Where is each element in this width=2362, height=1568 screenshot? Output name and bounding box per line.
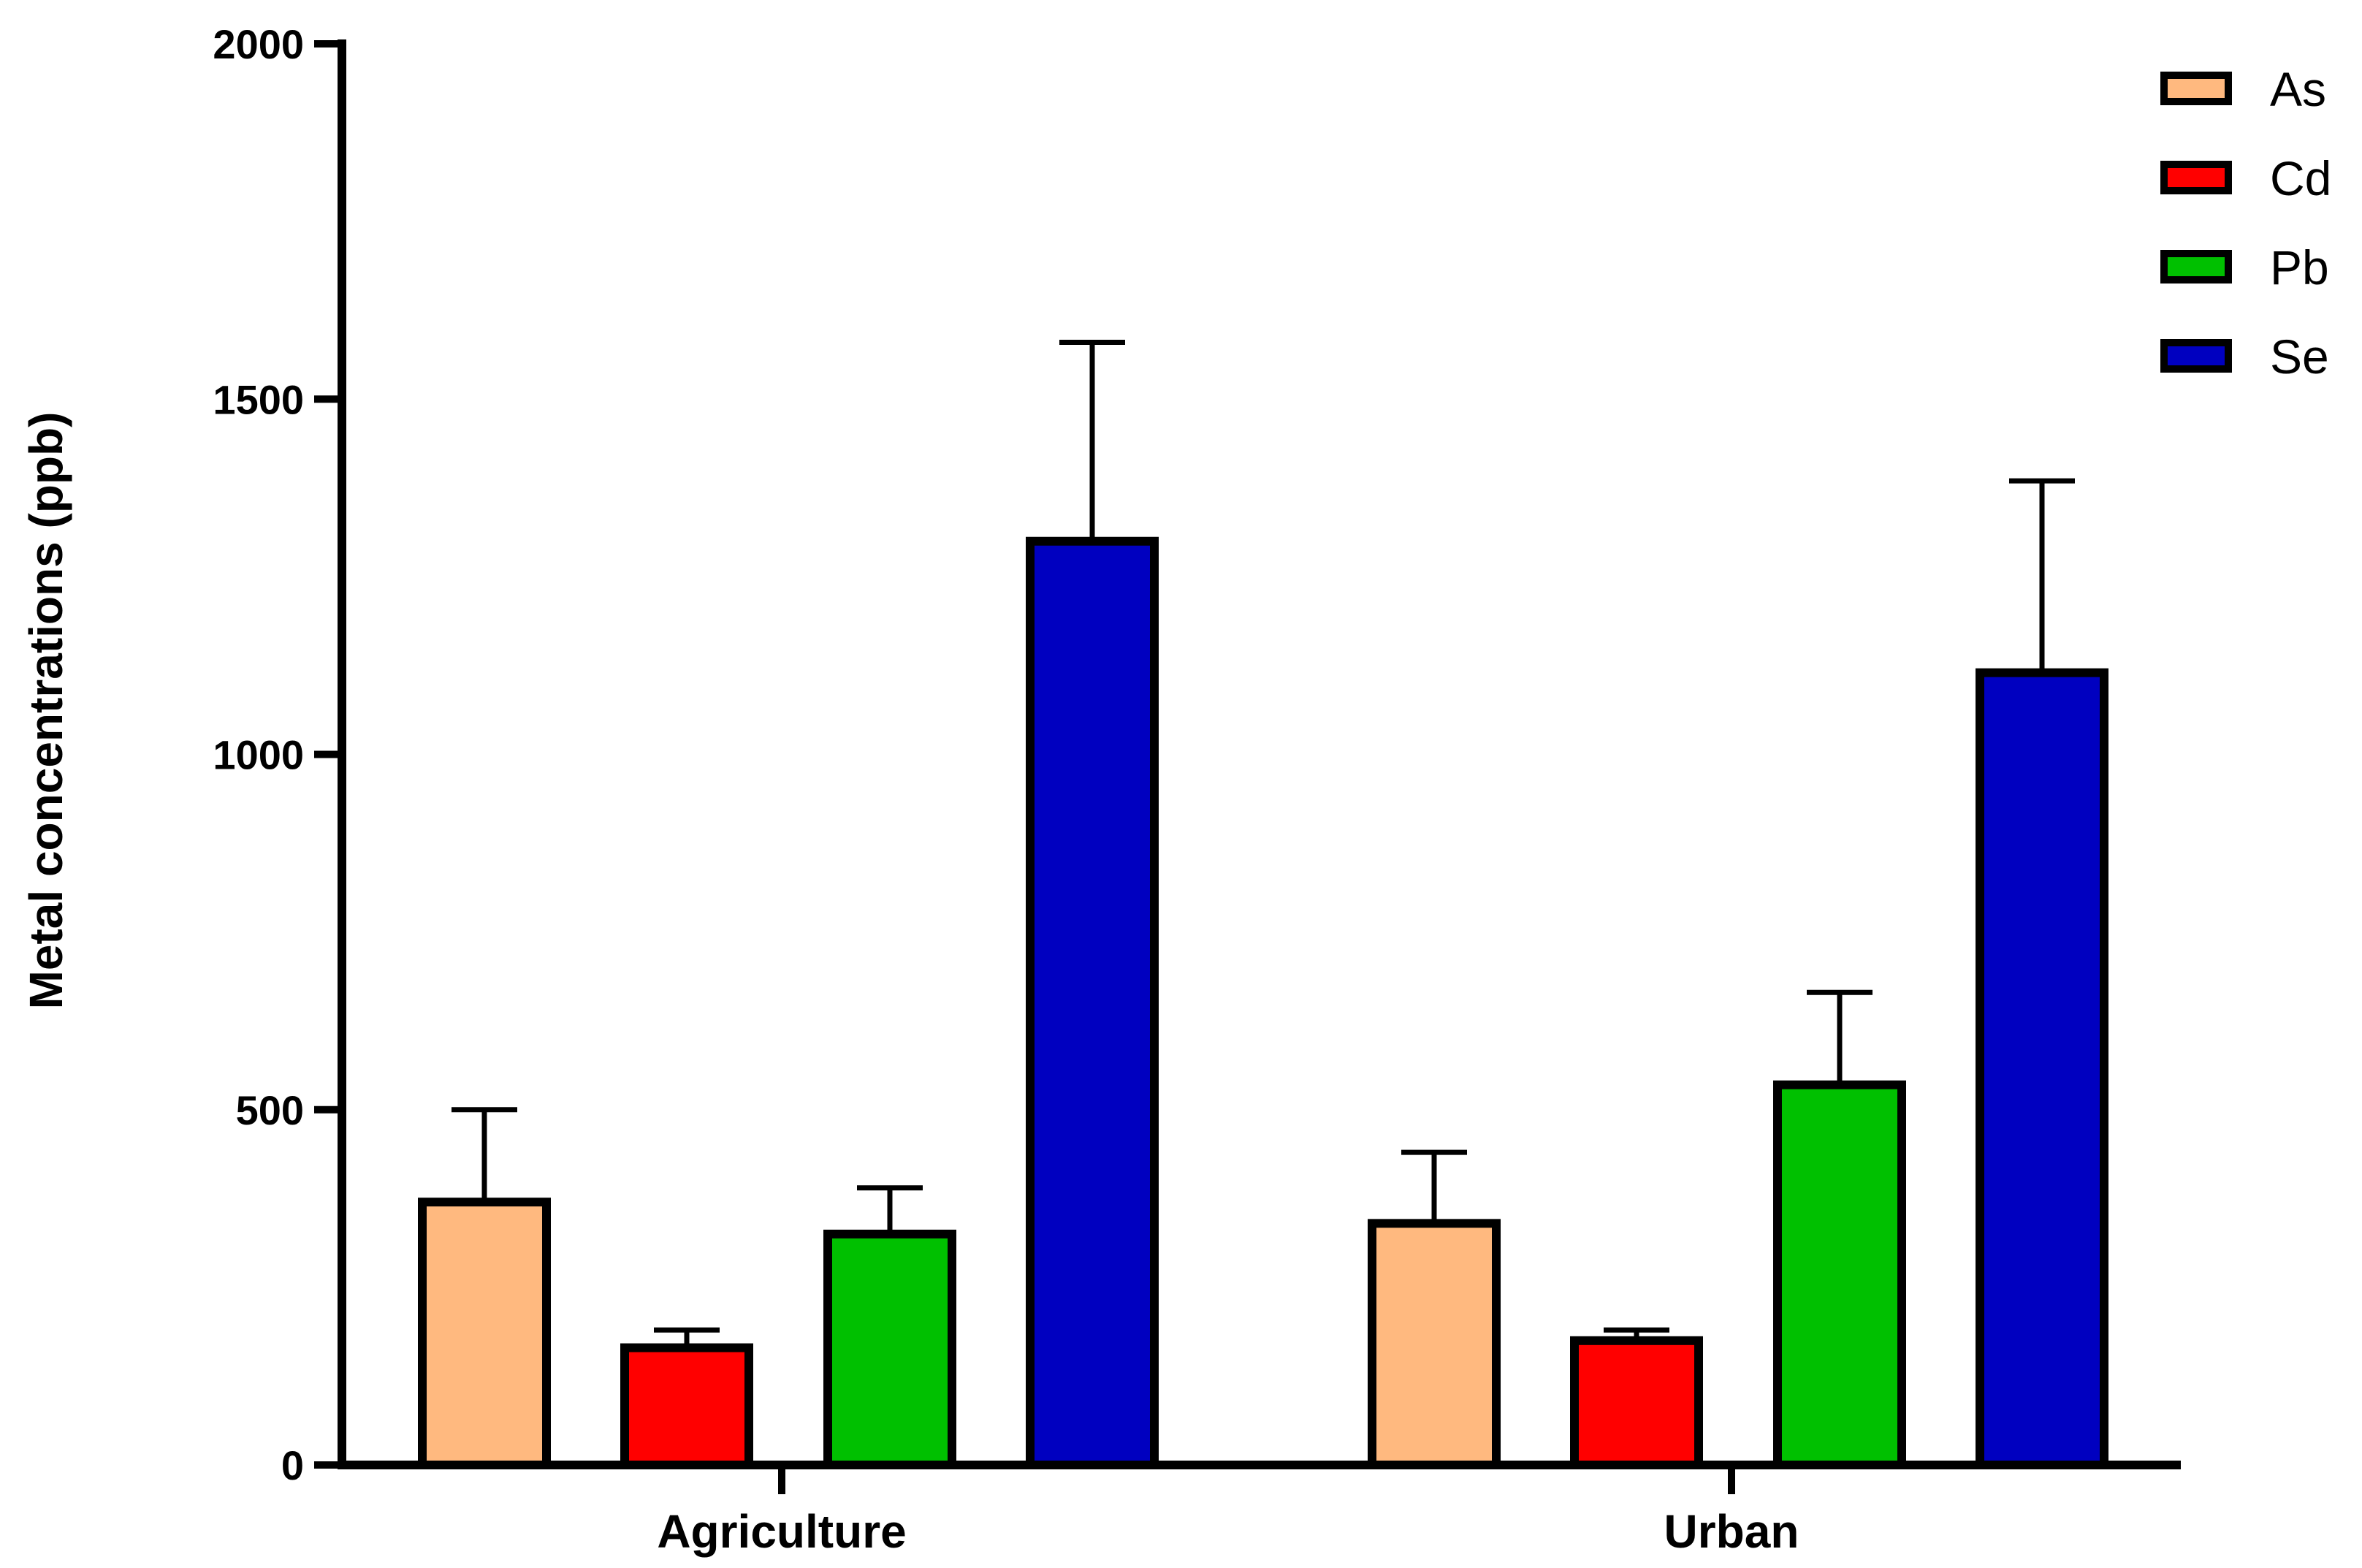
legend-label-as: As <box>2270 62 2326 116</box>
bar-cd-agriculture <box>620 1343 753 1469</box>
y-tick-label: 500 <box>236 1087 304 1133</box>
y-tick-label: 1000 <box>213 732 304 778</box>
bar-as-urban <box>1368 1219 1501 1469</box>
bar-se-agriculture <box>1026 536 1159 1469</box>
bar-as-agriculture <box>418 1198 551 1470</box>
legend-swatch-se <box>2160 339 2232 373</box>
y-tick-label: 2000 <box>213 21 304 67</box>
bar-se-urban <box>1976 668 2108 1469</box>
legend: As Cd Pb Se <box>2160 62 2331 384</box>
y-tick-label: 0 <box>281 1442 304 1488</box>
legend-swatch-cd <box>2160 161 2232 194</box>
bars-layer <box>418 536 2108 1470</box>
legend-label-cd: Cd <box>2270 151 2331 205</box>
y-tick-label: 1500 <box>213 376 304 422</box>
x-tick-label: Urban <box>1664 1505 1799 1558</box>
x-tick-label: Agriculture <box>657 1505 906 1558</box>
legend-swatch-pb <box>2160 250 2232 283</box>
y-axis-title: Metal concentrations (ppb) <box>20 412 72 1010</box>
error-bars-layer <box>452 339 2075 1348</box>
bar-cd-urban <box>1570 1336 1703 1469</box>
y-ticks: 0 500 1000 1500 2000 <box>213 21 342 1488</box>
legend-label-pb: Pb <box>2270 240 2329 294</box>
x-ticks: Agriculture Urban <box>657 1465 1799 1558</box>
legend-label-se: Se <box>2270 330 2329 384</box>
legend-swatch-as <box>2160 72 2232 105</box>
bar-pb-urban <box>1773 1080 1906 1469</box>
bar-pb-agriculture <box>823 1229 956 1469</box>
